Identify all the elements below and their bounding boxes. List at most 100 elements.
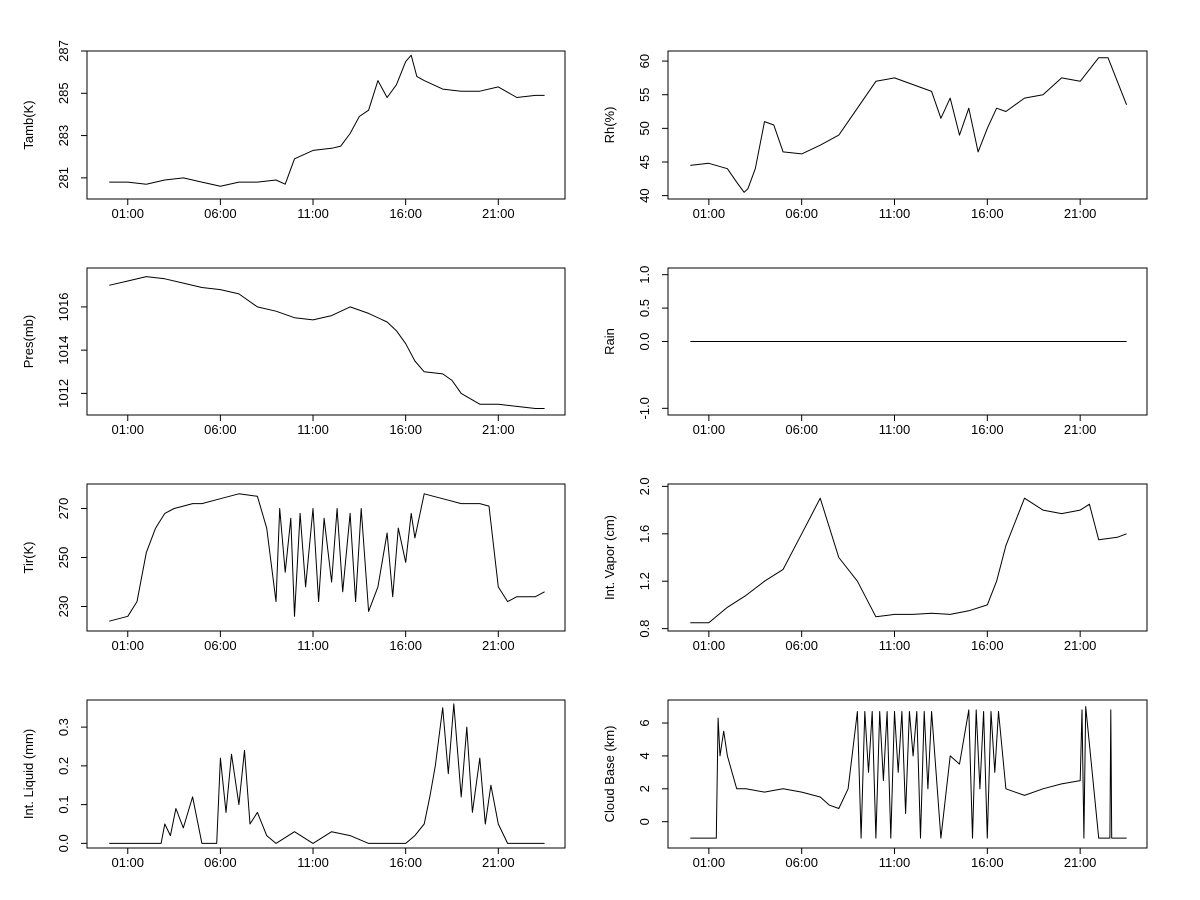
liquid-plot-frame	[86, 699, 566, 849]
rh-y-tick-label: 60	[637, 54, 652, 68]
vapor-x-tick-label: 01:00	[693, 638, 726, 653]
rh-y-tick-label: 40	[637, 188, 652, 202]
tir-x-tick-label: 11:00	[297, 638, 329, 653]
tamb-y-tick-label: 285	[56, 82, 71, 104]
pres-x-tick-label: 16:00	[389, 422, 422, 437]
liquid-y-tick-label: 0.1	[56, 796, 71, 814]
liquid-panel: 0.0 0.1 0.2 0.3 01:00 06:00 11:00 16:00 21:00 I…	[21, 699, 566, 870]
pres-x-tick-label: 11:00	[297, 422, 329, 437]
liquid-y-axis-label: Int. Liquid (mm)	[21, 729, 36, 819]
vapor-y-tick-label: 1.6	[637, 525, 652, 543]
liquid-series-line	[109, 703, 545, 844]
cloudbase-x-tick-label: 21:00	[1064, 855, 1097, 870]
pres-y-tick-label: 1016	[56, 292, 71, 321]
tir-x-tick-label: 16:00	[389, 638, 422, 653]
pres-plot-frame	[86, 267, 566, 416]
tamb-y-axis: 281 283 285 287	[56, 40, 87, 189]
tamb-x-tick-label: 11:00	[297, 206, 329, 221]
rh-x-tick-label: 16:00	[971, 206, 1004, 221]
tamb-y-axis-label: Tamb(K)	[21, 100, 36, 149]
pres-y-tick-label: 1014	[56, 336, 71, 365]
tir-panel: 230 250 270 01:00 06:00 11:00 16:00 21:00 Tir(…	[21, 483, 566, 653]
rain-y-tick-label: -1.0	[637, 397, 652, 419]
pres-series-line	[109, 276, 545, 409]
tir-x-axis: 01:00 06:00 11:00 16:00 21:00	[111, 631, 515, 653]
rain-x-tick-label: 01:00	[693, 422, 726, 437]
cloudbase-y-tick-label: 6	[637, 719, 652, 726]
cloudbase-y-axis: 0 2 4 6	[637, 719, 668, 825]
rh-y-axis-label: Rh(%)	[602, 107, 617, 144]
rain-panel: -1.00.00.51.0 01:00 06:00 11:00 16:00 21:00 …	[602, 266, 1148, 437]
tamb-x-tick-label: 16:00	[389, 206, 422, 221]
rh-y-tick-label: 45	[637, 155, 652, 169]
liquid-x-tick-label: 01:00	[111, 855, 144, 870]
vapor-y-tick-label: 1.2	[637, 572, 652, 590]
liquid-y-axis: 0.0 0.1 0.2 0.3	[56, 718, 87, 852]
cloudbase-y-axis-label: Cloud Base (km)	[602, 726, 617, 823]
rain-x-tick-label: 06:00	[785, 422, 818, 437]
rh-x-tick-label: 11:00	[879, 206, 911, 221]
rain-x-tick-label: 11:00	[879, 422, 911, 437]
rh-y-tick-label: 55	[637, 87, 652, 101]
rh-panel: 40 45 50 55 60 01:00 06:00 11:00 16:00 21:00 Rh(…	[602, 50, 1148, 221]
cloudbase-x-axis: 01:00 06:00 11:00 16:00 21:00	[693, 848, 1097, 870]
pres-x-tick-label: 06:00	[204, 422, 237, 437]
liquid-x-tick-label: 11:00	[297, 855, 329, 870]
cloudbase-x-tick-label: 06:00	[785, 855, 818, 870]
rh-x-tick-label: 21:00	[1064, 206, 1097, 221]
vapor-x-tick-label: 16:00	[971, 638, 1004, 653]
tamb-y-tick-label: 287	[56, 40, 71, 62]
rh-y-axis: 40 45 50 55 60	[637, 54, 668, 203]
tamb-x-tick-label: 21:00	[482, 206, 515, 221]
cloudbase-panel: 0 2 4 6 01:00 06:00 11:00 16:00 21:00 Cloud Bas…	[602, 699, 1148, 870]
rh-x-tick-label: 01:00	[693, 206, 726, 221]
vapor-x-axis: 01:00 06:00 11:00 16:00 21:00	[693, 631, 1097, 653]
pres-panel: 1012 1014 1016 01:00 06:00 11:00 16:00 21:00 P…	[21, 267, 566, 437]
vapor-panel: 0.8 1.2 1.6 2.0 01:00 06:00 11:00 16:00 21:00 I…	[602, 477, 1148, 653]
rh-x-axis: 01:00 06:00 11:00 16:00 21:00	[693, 199, 1097, 221]
tir-y-axis: 230 250 270	[56, 498, 87, 617]
tir-x-tick-label: 01:00	[111, 638, 144, 653]
tamb-panel: 281 283 285 287 01:00 06:00 11:00 16:00 21:00 T…	[21, 40, 566, 221]
vapor-x-tick-label: 21:00	[1064, 638, 1097, 653]
tamb-y-tick-label: 281	[56, 167, 71, 189]
pres-y-tick-label: 1012	[56, 379, 71, 408]
tamb-y-tick-label: 283	[56, 125, 71, 147]
vapor-series-line	[690, 497, 1127, 624]
rain-x-tick-label: 21:00	[1064, 422, 1097, 437]
tir-y-axis-label: Tir(K)	[21, 541, 36, 573]
vapor-y-tick-label: 2.0	[637, 477, 652, 495]
vapor-y-tick-label: 0.8	[637, 620, 652, 638]
cloudbase-x-tick-label: 11:00	[879, 855, 911, 870]
tamb-x-axis: 01:00 06:00 11:00 16:00 21:00	[111, 199, 515, 221]
cloudbase-y-tick-label: 2	[637, 785, 652, 792]
liquid-x-tick-label: 21:00	[482, 855, 515, 870]
tamb-plot-frame	[86, 50, 566, 200]
vapor-y-axis: 0.8 1.2 1.6 2.0	[637, 477, 668, 638]
rain-y-tick-label: 0.0	[637, 332, 652, 350]
cloudbase-x-tick-label: 16:00	[971, 855, 1004, 870]
vapor-x-tick-label: 11:00	[879, 638, 911, 653]
cloudbase-plot-frame	[667, 699, 1148, 849]
cloudbase-y-tick-label: 0	[637, 818, 652, 825]
tir-plot-frame	[86, 483, 566, 632]
rh-x-tick-label: 06:00	[785, 206, 818, 221]
pres-y-axis-label: Pres(mb)	[21, 315, 36, 368]
vapor-y-axis-label: Int. Vapor (cm)	[602, 515, 617, 600]
cloudbase-y-tick-label: 4	[637, 752, 652, 759]
liquid-x-tick-label: 16:00	[389, 855, 422, 870]
tamb-x-tick-label: 06:00	[204, 206, 237, 221]
pres-x-axis: 01:00 06:00 11:00 16:00 21:00	[111, 415, 515, 437]
rain-x-axis: 01:00 06:00 11:00 16:00 21:00	[693, 415, 1097, 437]
liquid-x-axis: 01:00 06:00 11:00 16:00 21:00	[111, 848, 515, 870]
liquid-x-tick-label: 06:00	[204, 855, 237, 870]
tamb-series-line	[109, 54, 545, 187]
rain-y-tick-label: 1.0	[637, 266, 652, 284]
tir-x-tick-label: 21:00	[482, 638, 515, 653]
tir-series-line	[109, 493, 545, 622]
rh-series-line	[690, 57, 1128, 193]
pres-x-tick-label: 01:00	[111, 422, 144, 437]
vapor-x-tick-label: 06:00	[785, 638, 818, 653]
vapor-plot-frame	[667, 483, 1148, 632]
tir-y-tick-label: 270	[56, 498, 71, 520]
